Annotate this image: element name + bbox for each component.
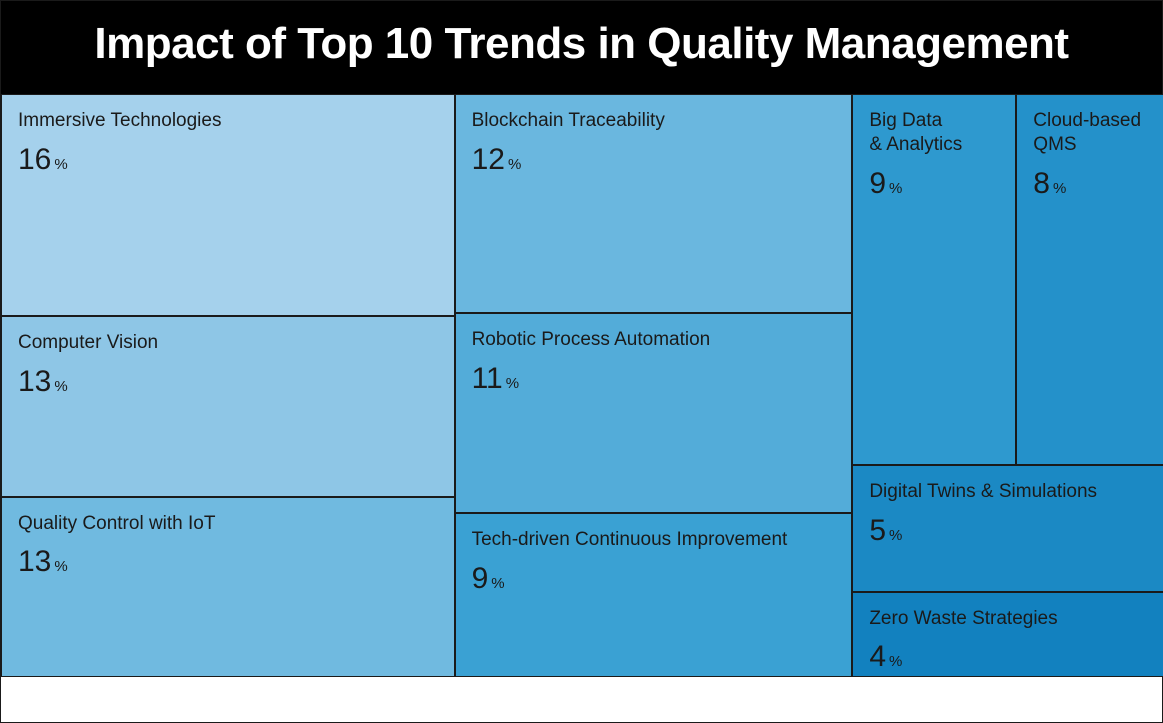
tile-label: Tech-driven Continuous Improvement bbox=[472, 528, 836, 552]
tile-unit: % bbox=[889, 527, 902, 544]
tile-value: 9% bbox=[869, 167, 902, 201]
tile-value: 11% bbox=[472, 362, 520, 396]
tile-label: Big Data& Analytics bbox=[869, 109, 999, 157]
tile-value: 8% bbox=[1033, 167, 1066, 201]
tile-unit: % bbox=[491, 575, 504, 592]
tile-value: 16% bbox=[18, 143, 68, 177]
tile-unit: % bbox=[54, 558, 67, 575]
tile-value: 13% bbox=[18, 545, 68, 579]
treemap-chart: Impact of Top 10 Trends in Quality Manag… bbox=[0, 0, 1163, 723]
tile-cloud-based-qms: Cloud-based QMS 8% bbox=[1016, 94, 1163, 465]
tile-value: 12% bbox=[472, 143, 522, 177]
tile-value: 5% bbox=[869, 514, 902, 548]
tile-unit: % bbox=[889, 180, 902, 197]
tile-label: Computer Vision bbox=[18, 331, 438, 355]
tile-label: Robotic Process Automation bbox=[472, 328, 836, 352]
chart-title-bar: Impact of Top 10 Trends in Quality Manag… bbox=[1, 1, 1162, 94]
tile-unit: % bbox=[54, 378, 67, 395]
tile-computer-vision: Computer Vision 13% bbox=[1, 316, 455, 497]
tile-zero-waste: Zero Waste Strategies 4% bbox=[852, 592, 1163, 678]
tile-robotic-process-automation: Robotic Process Automation 11% bbox=[455, 313, 853, 513]
tile-unit: % bbox=[54, 156, 67, 173]
tile-value: 13% bbox=[18, 365, 68, 399]
tile-label: Immersive Technologies bbox=[18, 109, 438, 133]
tile-big-data-analytics: Big Data& Analytics 9% bbox=[852, 94, 1016, 465]
tile-label: Zero Waste Strategies bbox=[869, 607, 1147, 631]
treemap-body: Immersive Technologies 16% Computer Vision… bbox=[1, 94, 1162, 722]
tile-label: Quality Control with IoT bbox=[18, 512, 438, 536]
tile-quality-control-iot: Quality Control with IoT 13% bbox=[1, 497, 455, 678]
chart-title: Impact of Top 10 Trends in Quality Manag… bbox=[41, 19, 1122, 68]
tile-digital-twins: Digital Twins & Simulations 5% bbox=[852, 465, 1163, 592]
tile-value: 4% bbox=[869, 640, 902, 674]
tile-immersive-technologies: Immersive Technologies 16% bbox=[1, 94, 455, 316]
tile-unit: % bbox=[506, 375, 519, 392]
tile-unit: % bbox=[508, 156, 521, 173]
tile-blockchain-traceability: Blockchain Traceability 12% bbox=[455, 94, 853, 313]
tile-tech-driven-ci: Tech-driven Continuous Improvement 9% bbox=[455, 513, 853, 677]
tile-unit: % bbox=[1053, 180, 1066, 197]
tile-label: Digital Twins & Simulations bbox=[869, 480, 1147, 504]
tile-unit: % bbox=[889, 653, 902, 670]
tile-label: Blockchain Traceability bbox=[472, 109, 836, 133]
tile-value: 9% bbox=[472, 562, 505, 596]
tile-label: Cloud-based QMS bbox=[1033, 109, 1147, 157]
